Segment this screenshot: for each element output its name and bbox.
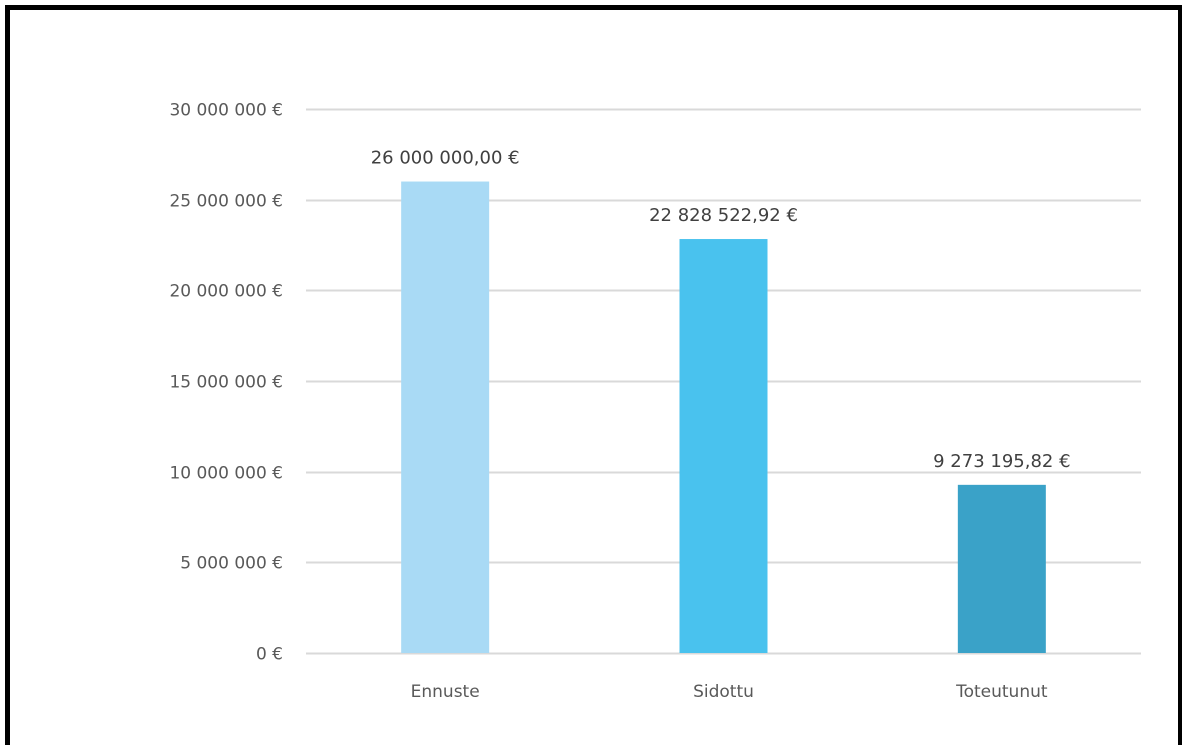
- data-label-toteutunut: 9 273 195,82 €: [933, 451, 1070, 472]
- data-label-sidottu: 22 828 522,92 €: [649, 205, 798, 226]
- y-tick-label: 0 €: [256, 645, 283, 665]
- y-tick-label: 25 000 000 €: [169, 192, 283, 212]
- y-tick-label: 15 000 000 €: [169, 373, 283, 393]
- data-label-ennuste: 26 000 000,00 €: [371, 148, 520, 169]
- bar-toteutunut: [957, 484, 1046, 653]
- y-tick-label: 30 000 000 €: [169, 101, 283, 121]
- x-category-label: Toteutunut: [955, 682, 1048, 702]
- chart-frame: [5, 5, 1182, 745]
- bar-sidottu: [679, 239, 768, 653]
- bars: [401, 181, 1046, 654]
- x-axis-category-labels: Ennuste Sidottu Toteutunut: [411, 682, 1048, 702]
- bar-ennuste: [401, 181, 490, 654]
- data-labels: 26 000 000,00 € 22 828 522,92 € 9 273 195,…: [371, 148, 1071, 472]
- y-axis-tick-labels: 0 € 5 000 000 € 10 000 000 € 15 000 000 € 20…: [169, 101, 283, 665]
- x-category-label: Sidottu: [693, 682, 754, 702]
- y-tick-label: 10 000 000 €: [169, 464, 283, 484]
- y-tick-label: 5 000 000 €: [180, 554, 283, 574]
- y-tick-label: 20 000 000 €: [169, 282, 283, 302]
- x-category-label: Ennuste: [411, 682, 480, 702]
